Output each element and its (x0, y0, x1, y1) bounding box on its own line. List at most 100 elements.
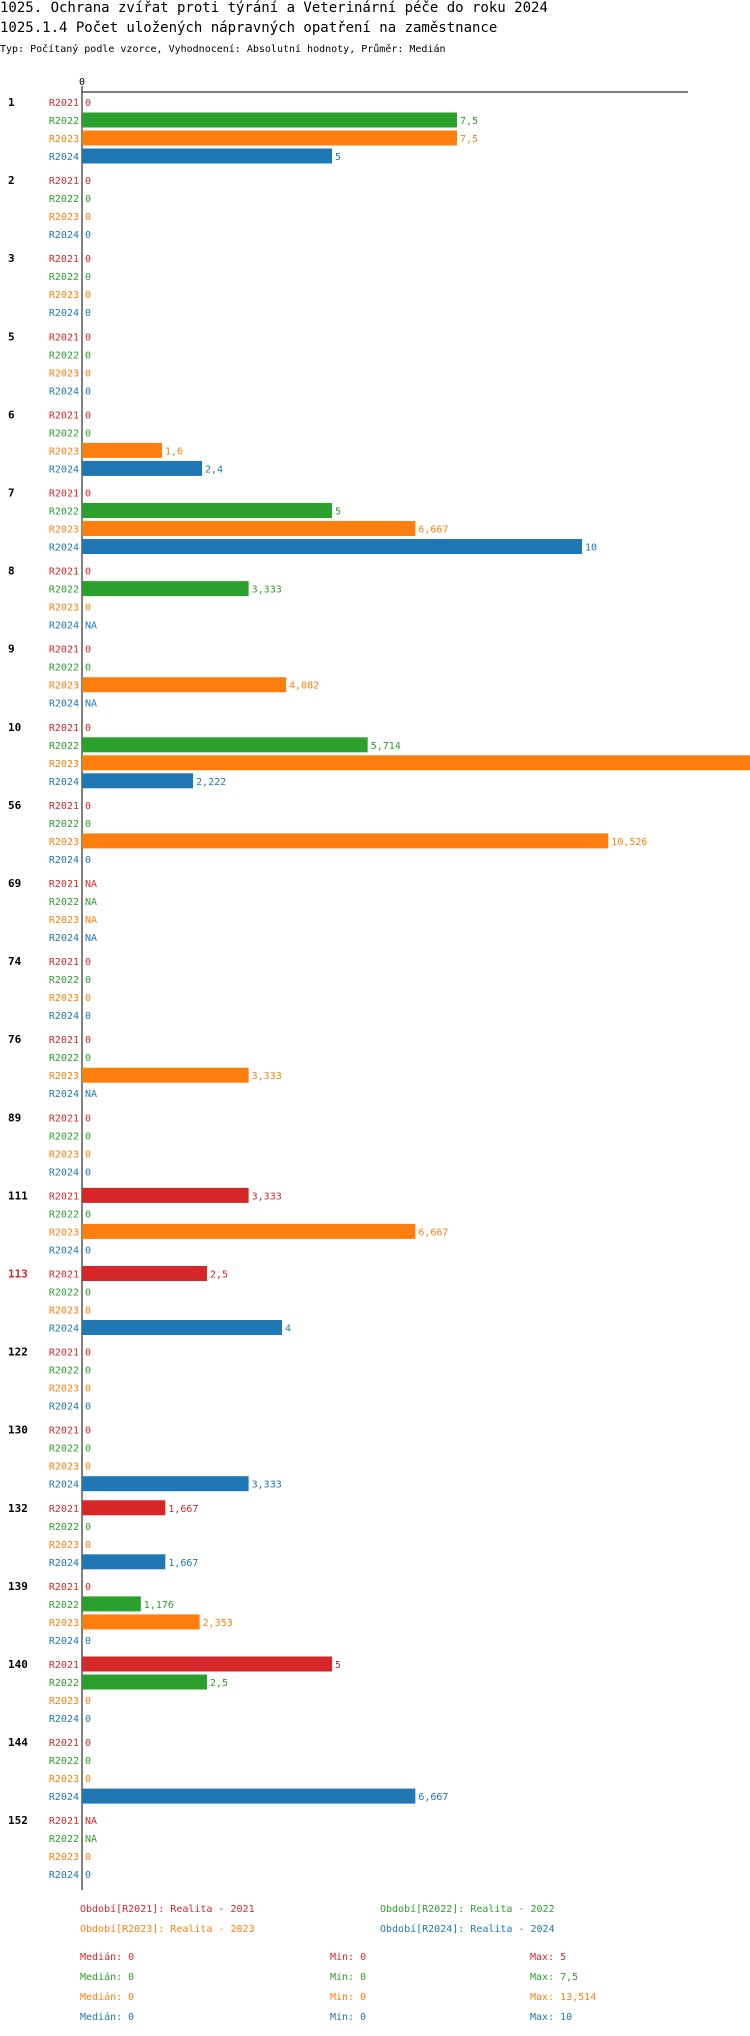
data-label: 0 (85, 254, 91, 265)
bar (82, 148, 332, 164)
legend-item-r2024: Období[R2024]: Realita - 2024 (380, 1924, 555, 1935)
data-label: 0 (85, 230, 91, 241)
series-label: R2024 (49, 543, 79, 554)
group-label: 1 (8, 96, 15, 109)
group-label: 2 (8, 174, 15, 187)
bar (82, 1788, 416, 1804)
data-label: 0 (85, 1522, 91, 1533)
series-label: R2024 (49, 1324, 79, 1335)
data-label: 0 (85, 1636, 91, 1647)
series-label: R2023 (49, 603, 79, 614)
series-label: R2022 (49, 1131, 79, 1142)
series-label: R2022 (49, 1444, 79, 1455)
data-label: 0 (85, 1444, 91, 1455)
series-label: R2023 (49, 368, 79, 379)
data-label: 0 (85, 1245, 91, 1256)
series-label: R2021 (49, 254, 79, 265)
series-label: R2021 (49, 1504, 79, 1515)
data-label: 0 (85, 855, 91, 866)
data-label: NA (85, 897, 97, 908)
stat-min-r2023: Min: 0 (330, 1992, 367, 2003)
data-label: 0 (85, 212, 91, 223)
series-label: R2023 (49, 993, 79, 1004)
series-label: R2022 (49, 1834, 79, 1845)
data-label: 0 (85, 1582, 91, 1593)
chart-title: 1025. Ochrana zvířat proti týrání a Vete… (0, 0, 548, 16)
series-label: R2024 (49, 464, 79, 475)
bar (82, 755, 750, 771)
data-label: 0 (85, 176, 91, 187)
series-label: R2024 (49, 1011, 79, 1022)
stat-min-r2021: Min: 0 (330, 1952, 367, 1963)
series-label: R2022 (49, 897, 79, 908)
data-label: 0 (85, 1756, 91, 1767)
series-label: R2024 (49, 386, 79, 397)
data-label: 10,526 (611, 837, 647, 848)
series-label: R2021 (49, 957, 79, 968)
stat-median-r2024: Medián: 0 (80, 2012, 135, 2023)
series-label: R2021 (49, 1660, 79, 1671)
series-label: R2022 (49, 1288, 79, 1299)
data-label: 0 (85, 98, 91, 109)
data-label: 5,714 (371, 741, 401, 752)
bar (82, 737, 368, 753)
series-label: R2022 (49, 1600, 79, 1611)
data-label: 0 (85, 1366, 91, 1377)
series-label: R2024 (49, 699, 79, 710)
series-label: R2023 (49, 446, 79, 457)
chart-subtitle-indicator: 1025.1.4 Počet uložených nápravných opat… (0, 20, 498, 36)
series-label: R2021 (49, 1113, 79, 1124)
series-label: R2022 (49, 272, 79, 283)
bar (82, 1476, 249, 1492)
bar (82, 1266, 207, 1281)
group-label: 140 (8, 1658, 28, 1671)
data-label: 0 (85, 194, 91, 205)
series-label: R2023 (49, 681, 79, 692)
data-label: 0 (85, 567, 91, 578)
stat-median-r2021: Medián: 0 (80, 1952, 135, 1963)
series-label: R2022 (49, 663, 79, 674)
group-label: 132 (8, 1502, 28, 1515)
series-label: R2021 (49, 1738, 79, 1749)
group-label: 130 (8, 1424, 28, 1437)
bar (82, 539, 582, 554)
series-label: R2023 (49, 915, 79, 926)
bar (82, 1554, 166, 1570)
data-label: 0 (85, 410, 91, 421)
series-label: R2023 (49, 290, 79, 301)
data-label: 0 (85, 290, 91, 301)
series-label: R2022 (49, 194, 79, 205)
series-label: R2021 (49, 645, 79, 656)
stat-max-r2021: Max: 5 (530, 1952, 567, 1963)
data-label: 0 (85, 1209, 91, 1220)
series-label: R2021 (49, 723, 79, 734)
series-label: R2024 (49, 1089, 79, 1100)
data-label: 0 (85, 1852, 91, 1863)
series-label: R2024 (49, 1245, 79, 1256)
series-label: R2021 (49, 1191, 79, 1202)
data-label: 7,5 (460, 134, 478, 145)
data-label: 0 (85, 1348, 91, 1359)
series-label: R2022 (49, 1366, 79, 1377)
bar (82, 442, 162, 458)
bar (82, 1067, 249, 1083)
data-label: 0 (85, 819, 91, 830)
data-label: 0 (85, 1113, 91, 1124)
data-label: 5 (335, 1660, 341, 1671)
bar (82, 460, 202, 476)
data-label: 1,176 (144, 1600, 174, 1611)
series-label: R2022 (49, 428, 79, 439)
legend-item-r2023: Období[R2023]: Realita - 2023 (80, 1924, 255, 1935)
series-label: R2024 (49, 621, 79, 632)
data-label: 0 (85, 1426, 91, 1437)
series-label: R2022 (49, 975, 79, 986)
legend-item-r2021: Období[R2021]: Realita - 2021 (80, 1904, 255, 1915)
bar (82, 1187, 249, 1203)
group-label: 144 (8, 1736, 28, 1749)
data-label: 0 (85, 993, 91, 1004)
x-axis-tick-label: 0 (79, 77, 85, 88)
series-label: R2023 (49, 1071, 79, 1082)
series-label: R2022 (49, 1053, 79, 1064)
data-label: 10 (585, 543, 597, 554)
series-label: R2023 (49, 134, 79, 145)
